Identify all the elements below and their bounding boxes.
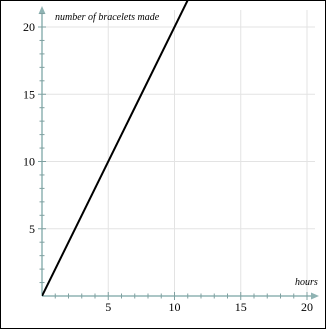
y-tick-label-10: 10 xyxy=(23,155,35,169)
ticks xyxy=(38,13,308,300)
y-axis-title: number of bracelets made xyxy=(55,12,160,23)
gridlines xyxy=(42,10,315,296)
x-axis-title: hours xyxy=(295,277,318,288)
y-axis-arrow xyxy=(38,6,46,14)
y-tick-label-20: 20 xyxy=(23,20,35,34)
x-tick-label-5: 5 xyxy=(105,300,111,314)
series-line-0 xyxy=(42,1,189,296)
axes xyxy=(38,6,319,300)
y-tick-label-5: 5 xyxy=(29,222,35,236)
x-tick-label-20: 20 xyxy=(301,300,313,314)
series xyxy=(42,1,189,296)
y-tick-label-15: 15 xyxy=(23,87,35,101)
x-tick-label-10: 10 xyxy=(169,300,181,314)
tick-labels: 5 10 15 20 5 10 15 20 xyxy=(23,20,313,314)
x-tick-label-15: 15 xyxy=(235,300,247,314)
x-axis-arrow xyxy=(311,292,319,300)
